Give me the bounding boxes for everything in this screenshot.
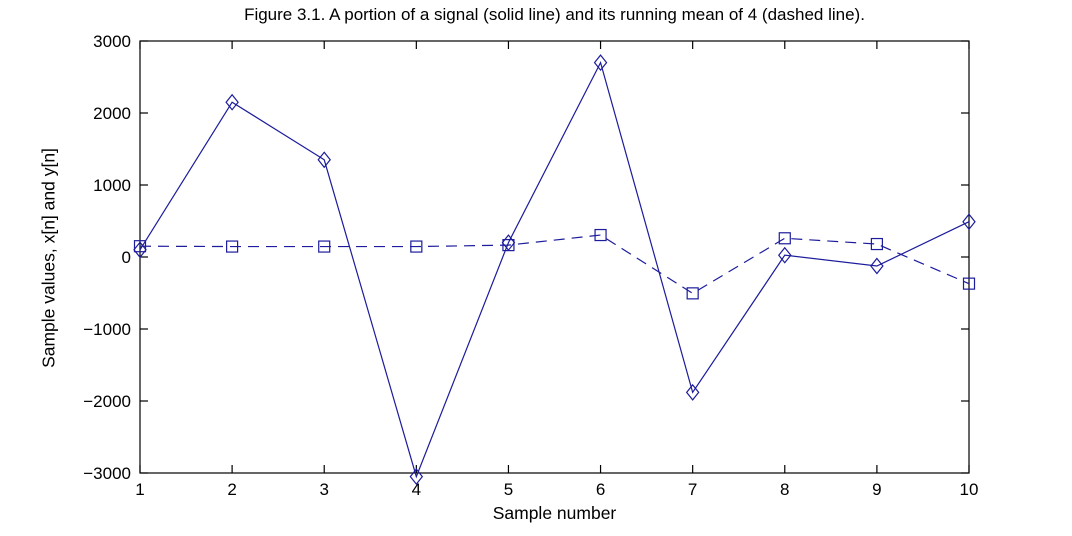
- marker-square: [410, 240, 423, 253]
- y-tick-label: 1000: [93, 176, 131, 195]
- y-tick-label: 2000: [93, 104, 131, 123]
- x-tick-label: 9: [872, 480, 881, 499]
- marker-square: [686, 287, 699, 300]
- marker-diamond: [685, 383, 700, 401]
- marker-diamond: [593, 54, 608, 72]
- y-tick-label: 0: [122, 248, 131, 267]
- x-tick-label: 2: [227, 480, 236, 499]
- y-axis-label: Sample values, x[n] and y[n]: [38, 148, 59, 368]
- marker-square: [133, 240, 147, 253]
- marker-diamond: [962, 213, 976, 231]
- marker-square: [502, 239, 515, 252]
- y-tick-label: 3000: [93, 32, 131, 51]
- x-tick-label: 4: [412, 480, 421, 499]
- x-tick-label: 5: [504, 480, 513, 499]
- marker-square: [870, 237, 883, 251]
- y-tick-label: −2000: [83, 392, 131, 411]
- x-tick-label: 7: [688, 480, 697, 499]
- marker-square: [778, 232, 791, 245]
- y-tick-label: −3000: [83, 464, 131, 483]
- marker-diamond: [409, 468, 424, 486]
- marker-diamond: [225, 93, 239, 111]
- x-tick-label: 8: [780, 480, 789, 499]
- marker-diamond: [317, 151, 331, 169]
- marker-diamond: [870, 257, 884, 275]
- x-tick-label: 10: [960, 480, 979, 499]
- x-axis-label: Sample number: [492, 503, 617, 523]
- x-tick-label: 6: [596, 480, 605, 499]
- series-line-solid: [139, 60, 970, 479]
- marker-square: [226, 240, 239, 253]
- marker-square: [594, 228, 607, 242]
- x-tick-label: 1: [135, 480, 144, 499]
- marker-diamond: [778, 246, 792, 264]
- x-tick-label: 3: [319, 480, 328, 499]
- marker-square: [318, 240, 331, 253]
- chart-title: Figure 3.1. A portion of a signal (solid…: [244, 5, 865, 24]
- series-line-dashed: [139, 234, 970, 295]
- marker-square: [962, 277, 976, 290]
- marker-diamond: [133, 241, 147, 259]
- plot-box: [139, 40, 970, 474]
- y-tick-label: −1000: [83, 320, 131, 339]
